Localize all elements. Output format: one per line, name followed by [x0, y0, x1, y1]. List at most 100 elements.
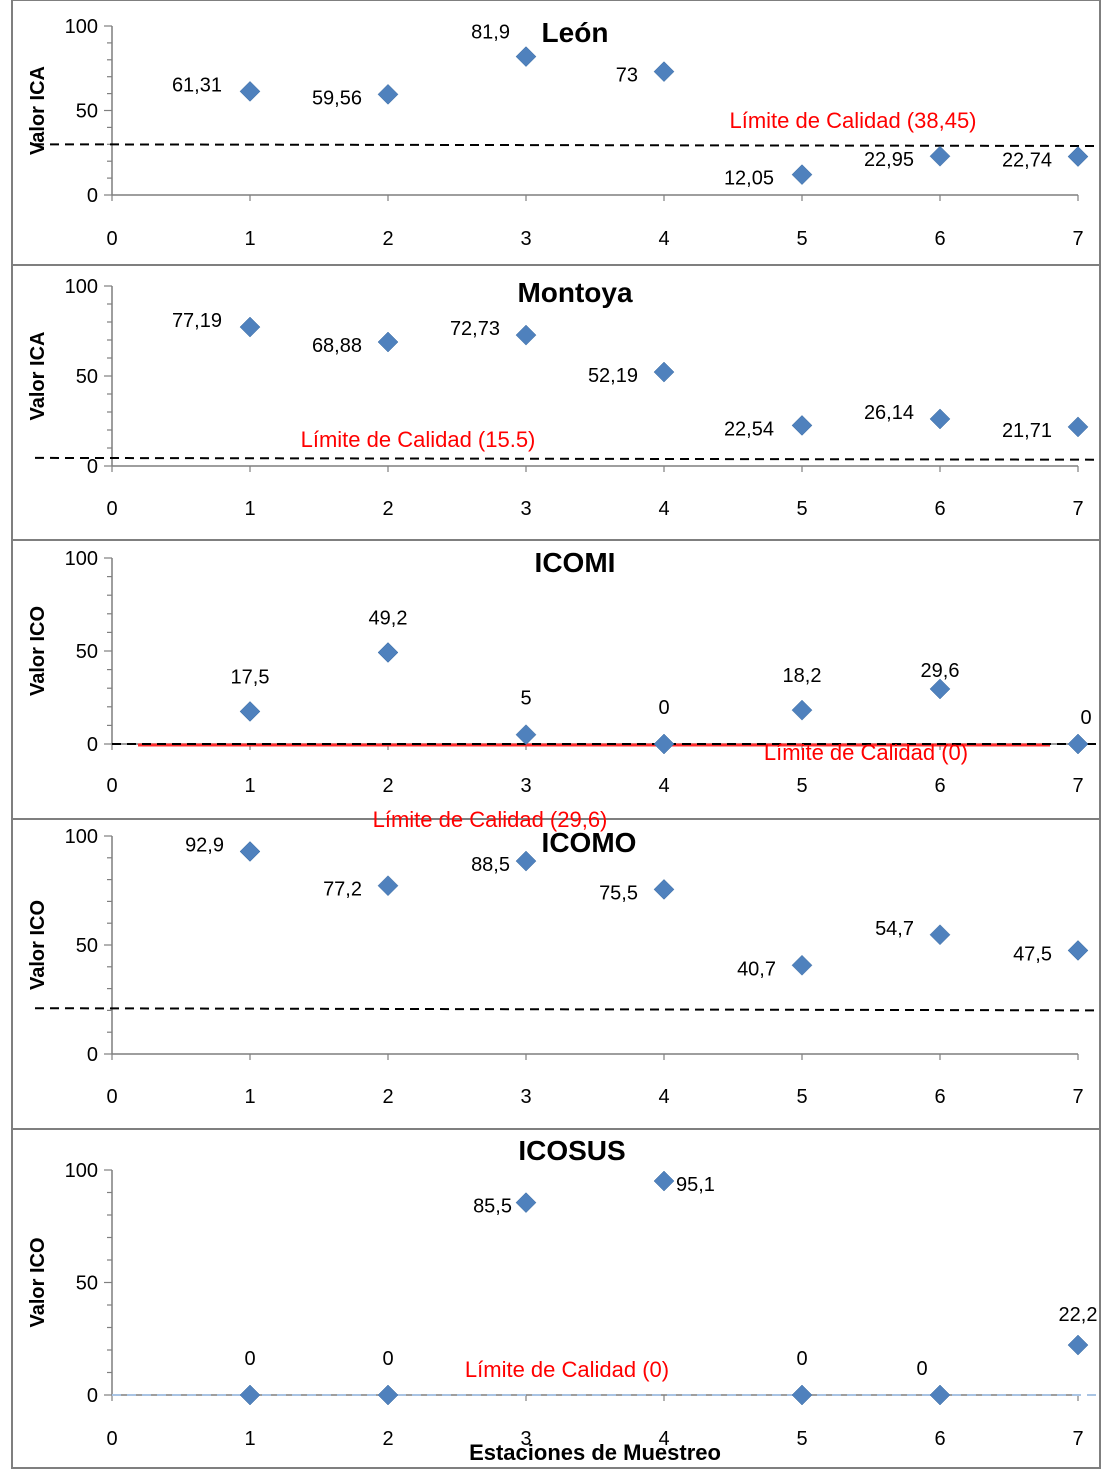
data-label-1: 61,31: [172, 74, 222, 96]
data-point-3: [515, 46, 537, 67]
data-label-3: 5: [520, 688, 531, 710]
limit-label: Límite de Calidad (0): [465, 1357, 669, 1382]
x-axis-label: Estaciones de Muestreo: [469, 1440, 721, 1465]
y-axis-label: Valor ICO: [27, 900, 49, 990]
y-axis-label: Valor ICO: [27, 606, 49, 696]
x-tick-label: 6: [934, 228, 945, 250]
chart-panel-4: 0 50 100 0 1 2 3 4 5 6 7 92,9 77,2 88,5 75,5 40,7 54,7 47…: [11, 807, 1101, 1130]
x-tick-label: 0: [106, 498, 117, 520]
x-tick-label: 6: [934, 1086, 945, 1108]
x-tick-label: 3: [520, 498, 531, 520]
data-point-1: [239, 81, 261, 102]
x-tick-label: 7: [1072, 228, 1083, 250]
x-tick-label: 3: [520, 1428, 531, 1450]
chart-title: ICOMI: [535, 547, 616, 578]
x-tick-label: 0: [106, 1086, 117, 1108]
data-label-6: 26,14: [864, 402, 914, 424]
data-label-6: 29,6: [921, 660, 960, 682]
y-axis-label: Valor ICO: [27, 1237, 49, 1327]
quality-limit-line: [34, 1007, 1101, 1012]
quality-limit-line: [34, 143, 1101, 147]
data-point-3: [515, 850, 537, 872]
data-point-2: [377, 875, 399, 897]
x-tick-label: 1: [244, 228, 255, 250]
data-label-1: 92,9: [185, 834, 224, 856]
data-point-6: [929, 145, 951, 167]
data-label-2: 68,88: [312, 335, 362, 357]
data-label-4: 75,5: [599, 882, 638, 904]
data-point-5: [791, 954, 813, 976]
data-point-3: [515, 1192, 537, 1213]
x-tick-label: 3: [520, 228, 531, 250]
data-point-5: [791, 164, 813, 185]
x-tick-label: 0: [106, 1428, 117, 1450]
x-tick-label: 6: [934, 1428, 945, 1450]
x-tick-label: 6: [934, 775, 945, 797]
x-tick-label: 4: [658, 1428, 669, 1450]
x-tick-label: 4: [658, 775, 669, 797]
x-tick-label: 4: [658, 498, 669, 520]
data-label-7: 22,74: [1002, 150, 1052, 172]
data-label-2: 77,2: [323, 879, 362, 901]
data-label-5: 40,7: [737, 958, 776, 980]
data-label-3: 85,5: [473, 1196, 512, 1218]
data-point-4: [653, 879, 675, 900]
data-point-2: [377, 331, 399, 353]
limit-label: Límite de Calidad (29,6): [373, 807, 608, 832]
y-tick-label: 50: [76, 1273, 98, 1295]
y-tick-label: 50: [76, 366, 98, 388]
chart-title: León: [542, 17, 609, 48]
data-label-7: 47,5: [1013, 943, 1052, 965]
data-point-1: [239, 316, 261, 338]
x-tick-label: 1: [244, 775, 255, 797]
y-axis-label: Valor ICA: [27, 332, 49, 421]
data-point-3: [515, 324, 537, 346]
data-label-4: 52,19: [588, 365, 638, 387]
x-tick-label: 0: [106, 775, 117, 797]
limit-label: Límite de Calidad (15.5): [301, 427, 536, 452]
x-tick-label: 6: [934, 498, 945, 520]
y-tick-label: 0: [87, 734, 98, 756]
limit-label: Límite de Calidad (38,45): [729, 108, 976, 133]
panel-frame: [11, 264, 1101, 541]
x-tick-label: 2: [382, 1428, 393, 1450]
x-tick-label: 5: [796, 498, 807, 520]
data-point-2: [377, 642, 399, 663]
data-point-6: [929, 678, 951, 700]
data-label-5: 0: [796, 1348, 807, 1370]
data-point-4: [653, 61, 675, 82]
y-tick-label: 100: [65, 16, 98, 38]
data-point-4: [653, 361, 675, 383]
y-tick-label: 100: [65, 826, 98, 848]
x-tick-label: 2: [382, 775, 393, 797]
x-tick-label: 5: [796, 775, 807, 797]
data-point-2: [377, 1384, 399, 1406]
y-tick-label: 100: [65, 1160, 98, 1182]
x-tick-label: 2: [382, 1086, 393, 1108]
data-label-7: 22,2: [1059, 1304, 1098, 1326]
data-label-7: 0: [1080, 707, 1091, 729]
data-point-5: [791, 1384, 813, 1406]
panel-frame: [11, 0, 1101, 267]
data-label-4: 95,1: [676, 1174, 715, 1196]
y-tick-label: 100: [65, 548, 98, 570]
data-label-6: 0: [916, 1358, 927, 1380]
y-axis-label: Valor ICA: [27, 66, 49, 155]
data-point-1: [239, 841, 261, 862]
panel-frame: [11, 818, 1101, 1130]
data-point-6: [929, 1384, 951, 1406]
data-point-4: [653, 1170, 675, 1192]
data-point-1: [239, 701, 261, 722]
data-label-1: 0: [244, 1348, 255, 1370]
data-label-1: 17,5: [231, 666, 270, 688]
data-label-2: 0: [382, 1348, 393, 1370]
y-tick-label: 0: [87, 185, 98, 207]
y-tick-label: 0: [87, 1044, 98, 1066]
y-tick-label: 100: [65, 276, 98, 298]
data-label-5: 12,05: [724, 168, 774, 190]
data-label-6: 54,7: [875, 918, 914, 940]
y-tick-label: 50: [76, 935, 98, 957]
